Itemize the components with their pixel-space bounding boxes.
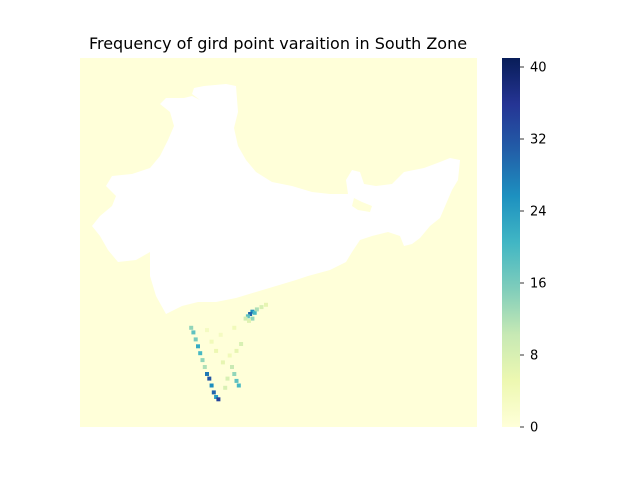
heatmap-cell <box>259 305 264 310</box>
heatmap-cell <box>225 376 230 381</box>
heatmap-cell <box>205 372 209 376</box>
heatmap-cell <box>254 307 259 312</box>
heatmap-cell <box>227 353 232 358</box>
heatmap-cell <box>232 372 237 376</box>
heatmap-cell <box>198 351 203 356</box>
colorbar-tick-label: 16 <box>530 277 547 292</box>
heatmap-cell <box>239 342 244 346</box>
colorbar-ticks: 0 8 16 24 32 40 <box>520 61 547 436</box>
heatmap-cell <box>220 360 225 365</box>
heatmap-cell <box>189 325 194 330</box>
colorbar-tick-label: 40 <box>530 61 547 76</box>
india-landmass-mask <box>92 84 460 314</box>
heatmap-cell <box>216 397 221 402</box>
chart-title: Frequency of gird point varaition in Sou… <box>89 34 467 53</box>
heatmap-cell <box>236 383 241 388</box>
colorbar-tick-label: 24 <box>530 205 547 220</box>
heatmap-cell <box>218 332 223 337</box>
heatmap-cell <box>200 358 205 363</box>
heatmap-cell <box>264 302 268 307</box>
heatmap-cell <box>205 328 209 333</box>
heatmap-cell <box>250 316 255 321</box>
heatmap-cell <box>230 365 234 369</box>
heatmap-cell <box>243 316 248 321</box>
heatmap-cell <box>207 376 212 381</box>
colorbar <box>502 58 520 427</box>
heatmap-cell <box>223 385 228 390</box>
heatmap-cell <box>247 318 251 323</box>
heatmap-cell <box>214 348 219 353</box>
heatmap-cell <box>214 395 219 399</box>
heatmap-cell <box>191 330 196 335</box>
colorbar-tick-label: 0 <box>530 421 538 436</box>
heatmap-cell <box>250 309 255 314</box>
heatmap-cell <box>209 339 214 344</box>
heatmap-cell <box>232 325 237 330</box>
heatmap-cell <box>245 314 250 319</box>
heatmap-cell <box>234 378 239 383</box>
colorbar-tick-label: 32 <box>530 133 547 148</box>
heatmap-cell <box>193 337 198 342</box>
heatmap-cell <box>202 365 207 369</box>
heatmap-cell <box>252 310 257 315</box>
heatmap-cell <box>196 344 200 349</box>
colorbar-tick-label: 8 <box>530 349 538 364</box>
heatmap-cell <box>234 348 239 353</box>
heatmap-cell <box>209 383 214 388</box>
heatmap-cells <box>189 302 268 402</box>
heatmap-cell <box>211 390 216 395</box>
heatmap-cell <box>248 312 253 316</box>
